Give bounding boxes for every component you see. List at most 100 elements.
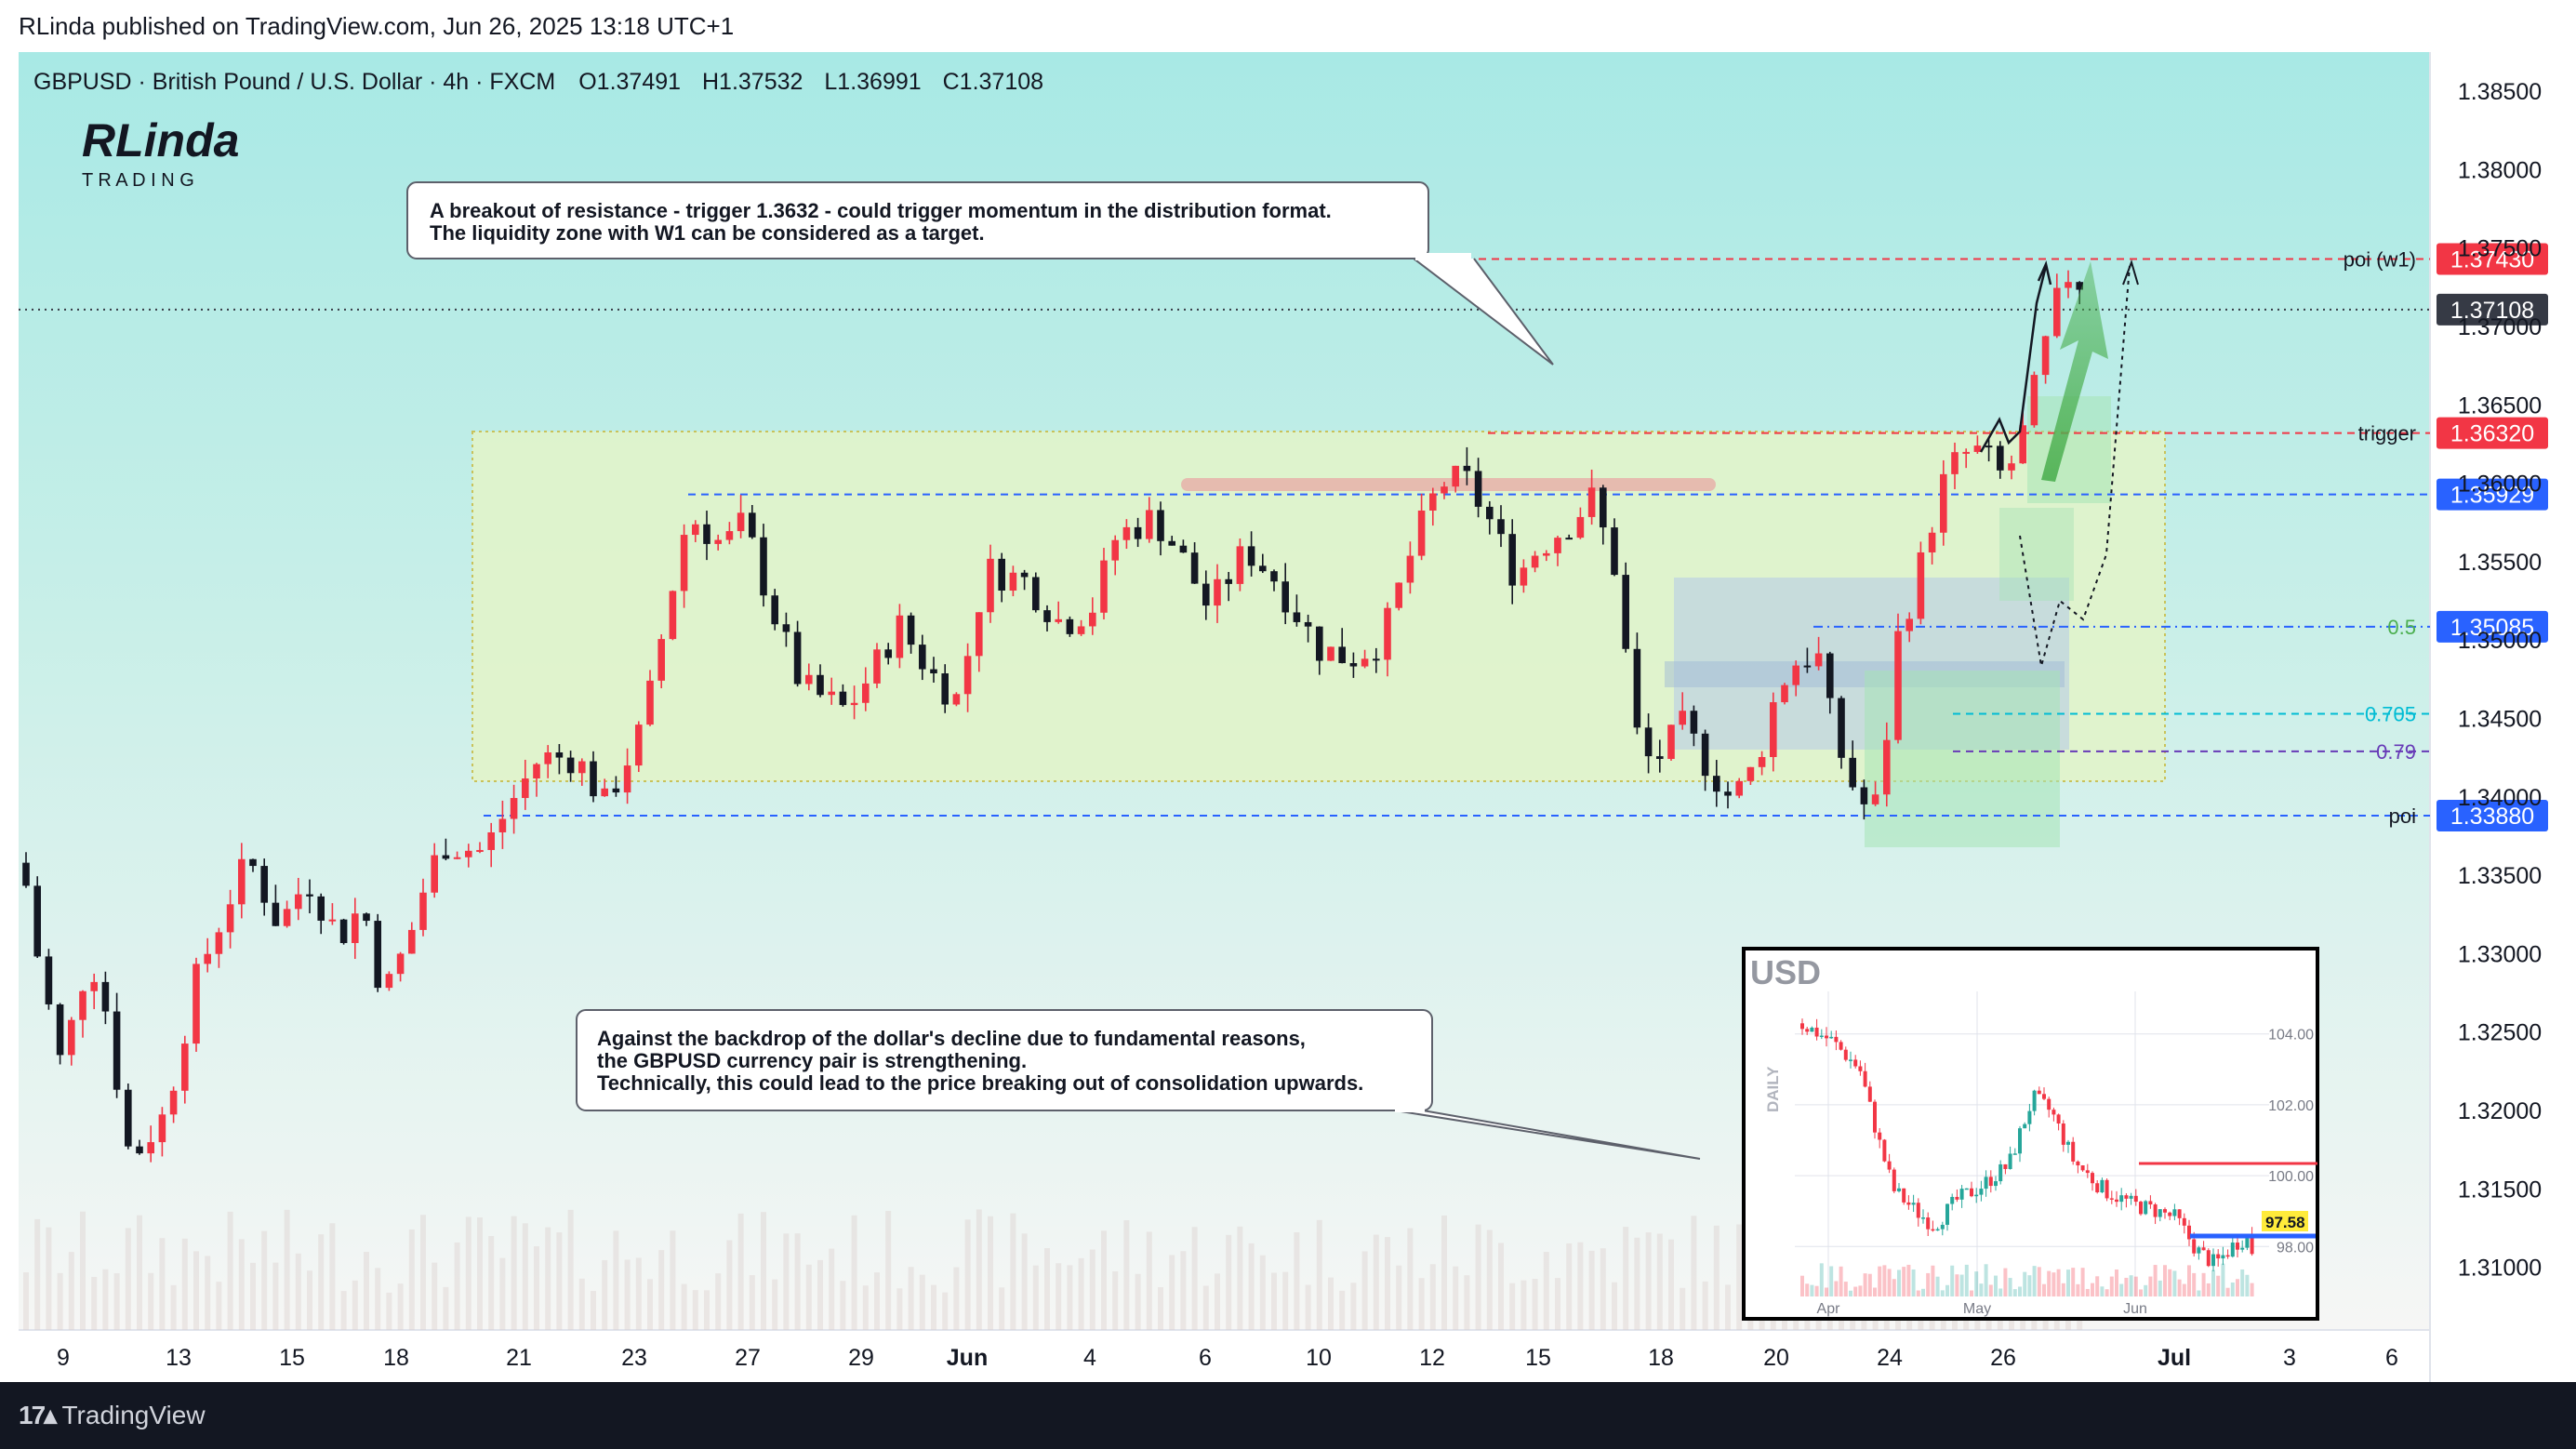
level-price-value: 1.35085 bbox=[2450, 615, 2534, 641]
time-tick-label: 6 bbox=[1199, 1345, 1212, 1371]
candle-body bbox=[33, 885, 41, 957]
candle-body bbox=[1600, 487, 1607, 528]
inset-candle-body bbox=[2080, 1165, 2085, 1171]
level-price-badge bbox=[2437, 417, 2548, 449]
volume-bars bbox=[23, 1209, 2083, 1330]
volume-bar bbox=[591, 1291, 596, 1330]
candle-body bbox=[987, 558, 994, 613]
callout-top-line1: A breakout of resistance - trigger 1.363… bbox=[430, 199, 1332, 222]
price-axis[interactable]: 1.38500 1.38000 1.37500 1.37000 1.36500 1.360… bbox=[2458, 79, 2542, 1281]
inset-candle-body bbox=[2129, 1195, 2133, 1199]
inset-volume-bar bbox=[2100, 1286, 2105, 1296]
candle-body bbox=[328, 919, 337, 922]
volume-bar bbox=[737, 1213, 744, 1330]
volume-bar bbox=[976, 1209, 982, 1330]
inset-candle-body bbox=[1911, 1203, 1916, 1205]
candle-body bbox=[1883, 739, 1891, 795]
candle-body bbox=[1202, 583, 1210, 606]
inset-volume-bar bbox=[2027, 1275, 2032, 1296]
inset-volume-bar bbox=[1906, 1264, 1911, 1296]
inset-volume-bar bbox=[2119, 1283, 2124, 1296]
inset-price-label: 100.00 bbox=[2268, 1169, 2314, 1185]
candle-body bbox=[1009, 572, 1017, 592]
volume-bar bbox=[726, 1240, 733, 1330]
inset-candle-body bbox=[2115, 1199, 2118, 1203]
candle-body bbox=[1894, 631, 1902, 740]
inset-candle-body bbox=[2061, 1123, 2065, 1145]
candle-body bbox=[215, 932, 223, 954]
volume-bar bbox=[624, 1259, 631, 1330]
candle-body bbox=[1792, 665, 1799, 685]
candle-body bbox=[1826, 653, 1834, 698]
inset-volume-bar bbox=[1887, 1269, 1892, 1296]
candle-body bbox=[1281, 581, 1289, 613]
price-tick-label: 1.36500 bbox=[2458, 392, 2542, 419]
inset-candle-body bbox=[2052, 1110, 2056, 1115]
inset-volume-bar bbox=[2037, 1267, 2041, 1296]
volume-bar bbox=[1158, 1286, 1163, 1330]
volume-bar bbox=[1078, 1257, 1084, 1330]
volume-bar bbox=[1339, 1290, 1346, 1330]
volume-bar bbox=[1725, 1284, 1731, 1330]
candle-body bbox=[487, 831, 495, 850]
inset-volume-bar bbox=[2206, 1283, 2211, 1296]
volume-bar bbox=[1520, 1280, 1527, 1330]
inset-candle-body bbox=[1873, 1101, 1877, 1133]
candle-body bbox=[352, 913, 359, 943]
inset-candle-body bbox=[2236, 1243, 2239, 1250]
candle-body bbox=[1611, 527, 1618, 576]
time-tick-label: 3 bbox=[2283, 1345, 2296, 1371]
inset-volume-bar bbox=[1931, 1265, 1935, 1296]
candle-body bbox=[1973, 445, 1982, 452]
volume-bar bbox=[964, 1219, 971, 1330]
candle-body bbox=[703, 524, 710, 544]
tradingview-brand: TradingView bbox=[61, 1401, 206, 1429]
time-axis[interactable]: 9 13 15 18 21 23 27 29 Jun 4 6 10 12 15 18 20 24 26 Jul 3 6 bbox=[57, 1345, 2398, 1371]
inset-candle-body bbox=[1970, 1188, 1973, 1197]
price-tick-label: 1.32000 bbox=[2458, 1098, 2542, 1124]
inset-volume-bar bbox=[1805, 1283, 1810, 1296]
callout-bottom-line2: the GBPUSD currency pair is strengthenin… bbox=[597, 1049, 1027, 1072]
inset-candle-body bbox=[2206, 1250, 2211, 1267]
candle-body bbox=[2030, 375, 2038, 426]
candle-body bbox=[1587, 487, 1596, 517]
volume-bar bbox=[1361, 1251, 1368, 1330]
inset-candle-body bbox=[2109, 1198, 2114, 1200]
candle-body bbox=[555, 752, 564, 758]
time-tick-label: 13 bbox=[166, 1345, 192, 1371]
inset-side-label: DAILY bbox=[1764, 1066, 1782, 1112]
inset-volume-bar bbox=[1829, 1266, 1834, 1296]
candle-body bbox=[680, 535, 688, 592]
price-chart[interactable]: poi (w1) 1.37430 1.37108 trigger 1.36320 1.35… bbox=[0, 52, 2576, 1382]
level-label: 0.705 bbox=[2365, 702, 2416, 725]
time-tick-label: 4 bbox=[1083, 1345, 1096, 1371]
volume-bar bbox=[443, 1286, 449, 1330]
volume-bar bbox=[1067, 1265, 1073, 1330]
volume-bar bbox=[499, 1257, 506, 1330]
candle-body bbox=[1146, 510, 1153, 539]
candle-body bbox=[374, 921, 381, 989]
inset-volume-bar bbox=[2211, 1270, 2215, 1296]
inset-volume-bar bbox=[2158, 1280, 2162, 1296]
time-tick-label: 18 bbox=[1648, 1345, 1674, 1371]
volume-bar bbox=[284, 1209, 290, 1330]
inset-candle-body bbox=[1916, 1203, 1920, 1218]
callout-top-line2: The liquidity zone with W1 can be consid… bbox=[430, 221, 985, 245]
inset-time-label: May bbox=[1963, 1301, 1991, 1317]
candle-body bbox=[590, 761, 597, 797]
volume-bar bbox=[1577, 1242, 1584, 1330]
inset-candle-body bbox=[2230, 1243, 2235, 1257]
candle-body bbox=[1055, 618, 1062, 622]
volume-bar bbox=[874, 1272, 880, 1330]
candle-body bbox=[2065, 282, 2072, 288]
candle-body bbox=[1236, 546, 1244, 584]
tradingview-logo[interactable]: 17▴ TradingView bbox=[0, 1382, 206, 1449]
candle-body bbox=[431, 855, 438, 893]
price-tick-label: 1.34000 bbox=[2458, 785, 2542, 811]
volume-bar bbox=[840, 1281, 846, 1330]
tradingview-logo-icon: 17▴ bbox=[19, 1401, 57, 1429]
candle-body bbox=[963, 656, 972, 695]
inset-volume-bar bbox=[2085, 1288, 2090, 1296]
candle-body bbox=[714, 539, 722, 544]
volume-bar bbox=[80, 1211, 86, 1330]
